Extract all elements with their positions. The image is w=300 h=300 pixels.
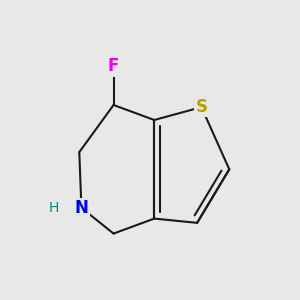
Text: S: S xyxy=(195,98,207,116)
Text: F: F xyxy=(108,57,119,75)
Text: H: H xyxy=(48,201,59,215)
Text: N: N xyxy=(74,199,88,217)
